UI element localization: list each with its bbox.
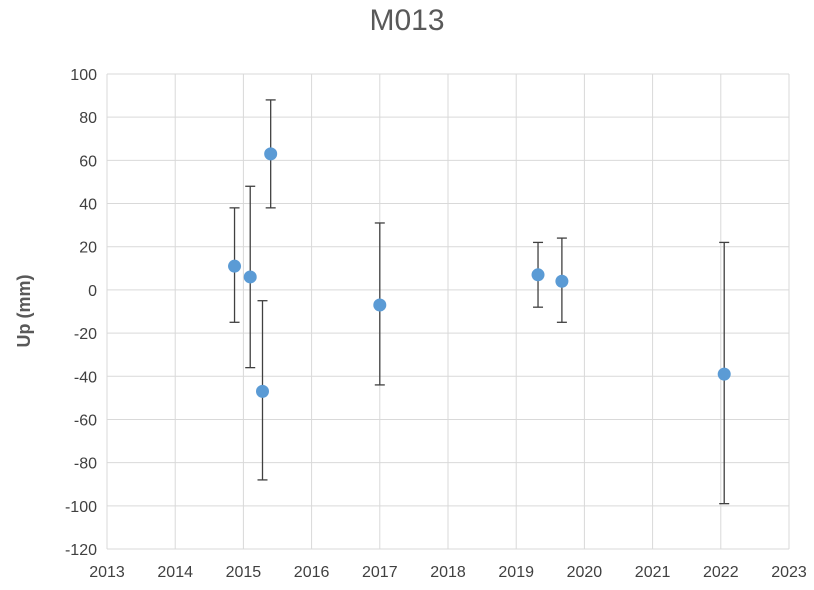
data-point: [373, 298, 387, 312]
axes: 100 80 60 40 20 0 -20 -40 -60 -80 -100 -120 2013 2014…: [65, 67, 807, 581]
y-tick-label: 60: [79, 153, 97, 170]
data-point: [531, 268, 545, 282]
x-tick-label: 2019: [498, 564, 534, 581]
x-tick-label: 2013: [89, 564, 125, 581]
y-tick-label: -40: [74, 369, 97, 386]
x-tick-label: 2022: [703, 564, 739, 581]
data-point: [555, 274, 569, 288]
y-tick-label: 100: [70, 67, 97, 84]
data-point: [243, 270, 257, 284]
data-point: [717, 367, 731, 381]
data-points: [228, 147, 731, 398]
y-tick-label: -80: [74, 456, 97, 473]
x-tick-label: 2020: [567, 564, 603, 581]
y-tick-label: -60: [74, 412, 97, 429]
data-point: [255, 384, 269, 398]
y-tick-label: -120: [65, 542, 97, 559]
x-tick-label: 2016: [294, 564, 330, 581]
y-axis-label: Up (mm): [14, 275, 34, 348]
y-tick-label: 20: [79, 240, 97, 257]
y-tick-label: 40: [79, 197, 97, 214]
y-tick-label: -20: [74, 326, 97, 343]
x-tick-label: 2017: [362, 564, 398, 581]
x-tick-label: 2021: [635, 564, 671, 581]
x-tick-label: 2015: [226, 564, 262, 581]
data-point: [264, 147, 278, 161]
data-point: [228, 259, 242, 273]
x-tick-label: 2018: [430, 564, 466, 581]
x-tick-label: 2023: [771, 564, 807, 581]
y-tick-label: -100: [65, 499, 97, 516]
y-tick-label: 80: [79, 110, 97, 127]
x-tick-label: 2014: [157, 564, 193, 581]
y-tick-label: 0: [88, 283, 97, 300]
gridlines: [106, 73, 790, 550]
chart-title: M013: [369, 4, 445, 37]
